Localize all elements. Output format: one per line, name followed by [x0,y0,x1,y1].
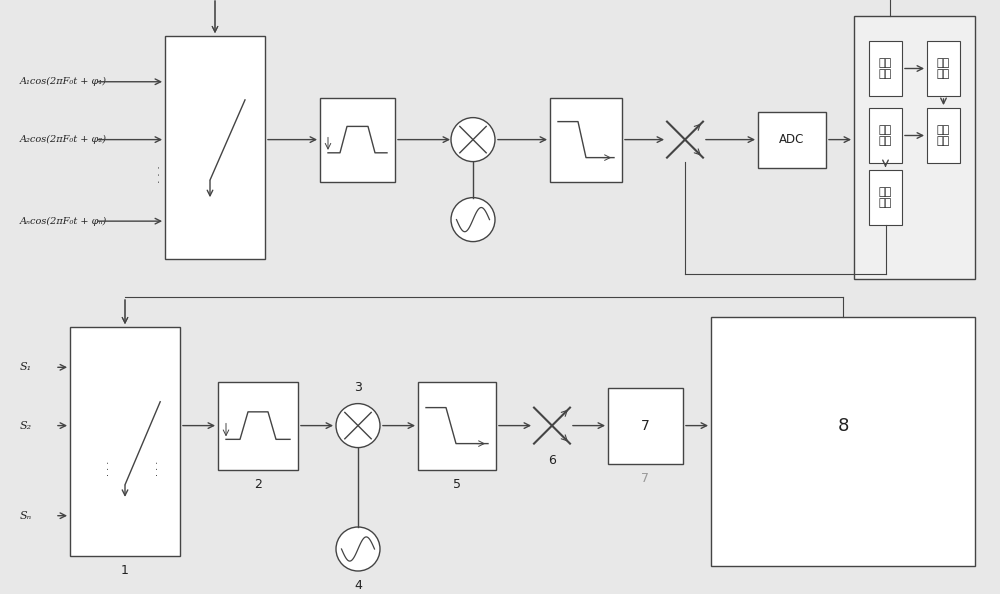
Bar [927,41,960,96]
Text: 1: 1 [121,564,129,577]
Bar [711,317,975,566]
Text: 8: 8 [837,416,849,435]
Bar [218,381,298,470]
Text: S₂: S₂ [20,421,32,431]
Bar [165,36,265,259]
Text: 功率
估计: 功率 估计 [879,187,892,208]
Text: 4: 4 [354,579,362,592]
Text: 2: 2 [254,478,262,491]
Bar [869,108,902,163]
Text: 7: 7 [641,419,650,432]
Text: 调制
时序: 调制 时序 [879,58,892,80]
Bar [418,381,496,470]
Circle shape [451,198,495,242]
Text: 幅相
比较: 幅相 比较 [937,125,950,146]
Bar [869,41,902,96]
Text: S₁: S₁ [20,362,32,372]
Text: 频谱
估计: 频谱 估计 [879,125,892,146]
Text: 3: 3 [354,381,362,394]
Bar [927,108,960,163]
Text: · · ·: · · · [155,165,165,183]
Bar [869,170,902,225]
Text: Sₙ: Sₙ [20,511,32,521]
Text: · · ·: · · · [104,460,114,476]
Text: ADC: ADC [779,133,805,146]
Circle shape [336,527,380,571]
Bar [854,16,975,279]
Text: A₁cos(2πF₀t + φ₁): A₁cos(2πF₀t + φ₁) [20,77,107,86]
Bar [608,388,683,463]
Bar [70,327,180,556]
Text: 7: 7 [642,472,650,485]
Text: A₂cos(2πF₀t + φ₂): A₂cos(2πF₀t + φ₂) [20,135,107,144]
Text: 5: 5 [453,478,461,491]
Text: 谐波
系数: 谐波 系数 [937,58,950,80]
Bar [550,97,622,182]
Bar [758,112,826,168]
Bar [320,97,395,182]
Text: Aₙcos(2πF₀t + φₙ): Aₙcos(2πF₀t + φₙ) [20,217,107,226]
Circle shape [336,403,380,448]
Circle shape [451,118,495,162]
Text: 6: 6 [548,454,556,467]
Text: · · ·: · · · [153,460,163,476]
